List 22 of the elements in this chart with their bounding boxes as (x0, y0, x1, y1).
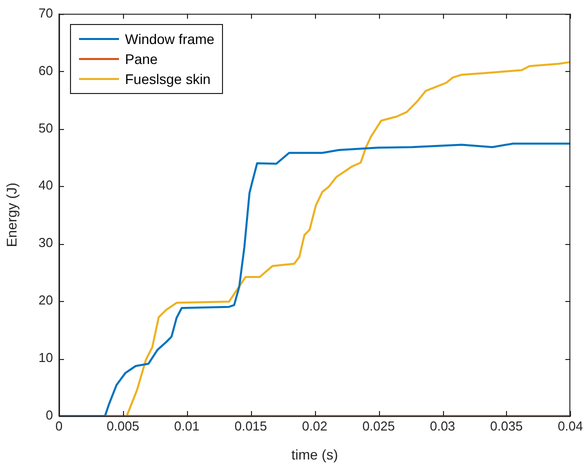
x-tick-label: 0.025 (362, 418, 395, 434)
legend-label: Window frame (125, 31, 214, 47)
x-tick-label: 0.005 (106, 418, 140, 434)
y-tick-label: 0 (46, 408, 53, 423)
y-tick-label: 60 (38, 62, 53, 78)
x-tick-label: 0.03 (430, 418, 456, 434)
x-tick-label: 0 (55, 418, 63, 434)
legend-label: Fueslsge skin (125, 71, 211, 87)
y-tick-label: 50 (38, 120, 53, 136)
legend-label: Pane (125, 51, 158, 67)
y-tick-label: 40 (38, 178, 53, 193)
x-tick-label: 0.04 (558, 418, 584, 434)
y-tick-label: 10 (38, 350, 53, 366)
x-tick-label: 0.02 (302, 418, 328, 434)
y-tick-label: 20 (38, 292, 53, 308)
x-tick-label: 0.01 (174, 418, 200, 434)
y-tick-label: 70 (38, 5, 53, 20)
x-axis-title: time (s) (291, 446, 338, 462)
x-tick-label: 0.015 (234, 418, 268, 434)
y-axis-title: Energy (J) (3, 182, 20, 248)
y-tick-label: 30 (38, 235, 53, 250)
x-tick-label: 0.035 (490, 418, 523, 434)
